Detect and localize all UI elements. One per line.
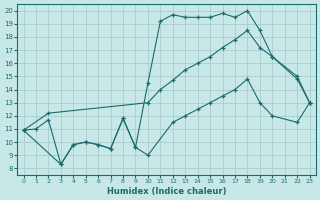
X-axis label: Humidex (Indice chaleur): Humidex (Indice chaleur): [107, 187, 226, 196]
